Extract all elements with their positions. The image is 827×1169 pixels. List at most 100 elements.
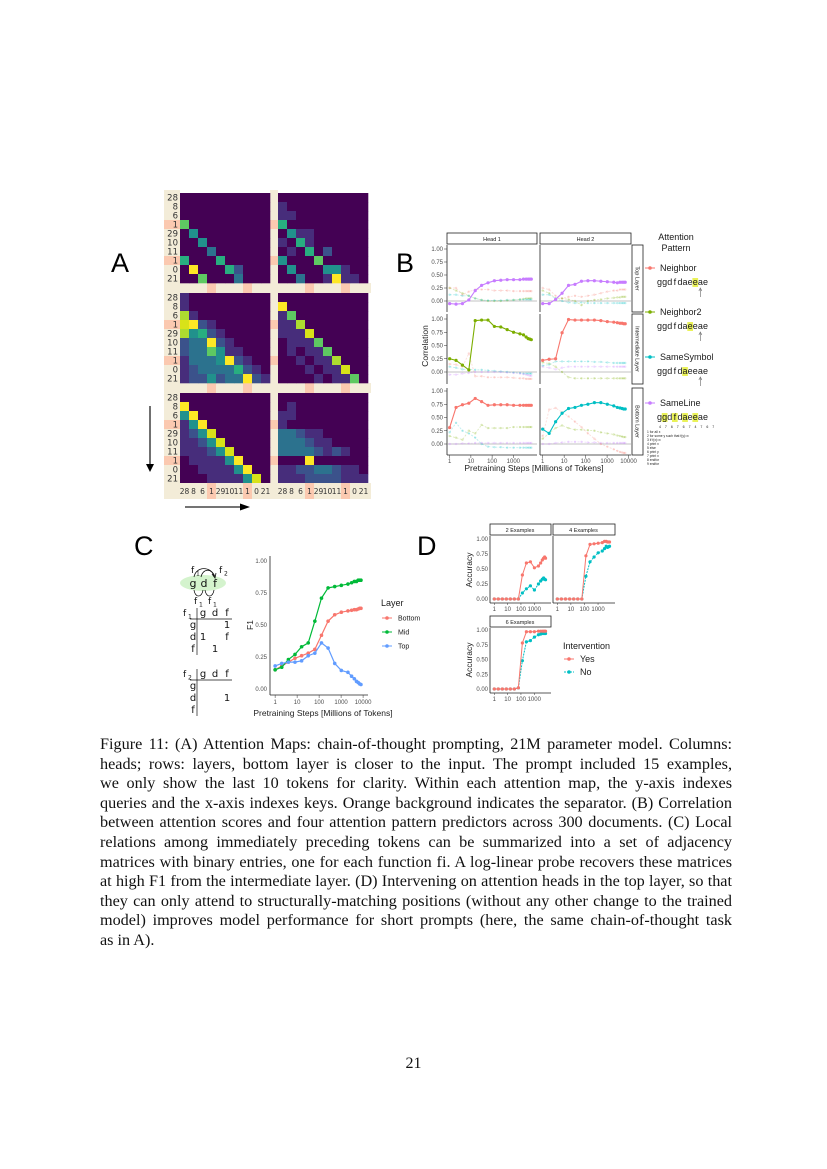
y-token-label: 11: [167, 248, 178, 258]
heatmap-cell: [350, 247, 360, 257]
heatmap-cell: [296, 229, 306, 239]
data-point-neighbor: [518, 377, 522, 380]
data-point-neighbor2: [573, 299, 577, 303]
data-point-mid: [293, 652, 297, 657]
heatmap-cell: [359, 193, 369, 203]
heatmap-cell: [198, 438, 208, 448]
heatmap-cell: [305, 338, 315, 348]
y-tick-label: 0.75: [476, 643, 488, 649]
table-col-header: d: [212, 669, 218, 680]
data-point-neighbor2: [474, 297, 477, 300]
heatmap-cell: [350, 429, 360, 439]
data-point-neighbor2: [493, 299, 496, 303]
data-point-samesymbol: [524, 372, 528, 375]
heatmap-cell: [252, 338, 262, 348]
data-point-sameline: [493, 370, 496, 374]
pointer-arrow-icon: [698, 376, 703, 381]
legend-key-dot: [385, 630, 389, 634]
data-point-yes: [524, 630, 528, 634]
f1-label: f: [191, 566, 195, 576]
data-point-neighbor2: [567, 426, 570, 430]
heatmap-cell: [252, 365, 262, 375]
data-point-sameline: [612, 365, 615, 368]
data-point-neighbor2: [448, 286, 451, 290]
heatmap-cell: [314, 229, 324, 239]
pointer-arrow-icon: [698, 287, 703, 292]
heatmap-cell: [216, 311, 226, 321]
figure-caption: Figure 11: (A) Attention Maps: chain-of-…: [100, 735, 732, 951]
heatmap-cell: [278, 402, 288, 412]
table-col-header: d: [212, 608, 218, 619]
y-tick-label: 0.25: [431, 429, 443, 435]
data-point-neighbor2: [454, 436, 458, 439]
heatmap-cell: [234, 229, 244, 239]
heatmap-cell: [225, 211, 235, 221]
heatmap-cell: [180, 302, 190, 312]
heatmap-cell: [216, 456, 226, 466]
heatmap-cell: [243, 229, 253, 239]
sameline-numbers: 4 7 6 7 6 7 4 7 6 7: [659, 425, 716, 429]
data-point-neighbor: [554, 294, 557, 297]
heatmap-cell: [359, 402, 369, 412]
heatmap-cell: [180, 211, 190, 221]
heatmap-cell: [216, 411, 226, 421]
data-point-neighbor2: [518, 332, 522, 336]
y-token-label: 29: [167, 230, 178, 240]
table-col-header: g: [200, 608, 206, 619]
heatmap-cell: [314, 311, 324, 321]
heatmap-cell: [198, 211, 208, 221]
data-point-yes: [543, 556, 548, 560]
heatmap-cell: [323, 229, 333, 239]
heatmap-cell: [341, 374, 351, 384]
series-line-neighbor: [542, 407, 626, 454]
heatmap-cell: [252, 265, 262, 275]
data-point-neighbor: [460, 403, 465, 407]
f1-label: f: [208, 597, 212, 607]
data-point-sameline: [592, 279, 596, 283]
heatmap-cell: [216, 365, 226, 375]
data-point-samesymbol: [573, 360, 577, 363]
token-g: g: [190, 577, 197, 590]
heatmap-cell: [359, 420, 369, 430]
data-point-samesymbol: [467, 432, 471, 435]
table-name-subscript: 1: [188, 614, 192, 621]
heatmap-cell: [350, 293, 360, 303]
data-point-samesymbol: [512, 371, 515, 374]
heatmap-cell: [359, 238, 369, 248]
legend-key-dot: [648, 310, 652, 314]
data-point-neighbor2: [480, 318, 484, 322]
heatmap-cell: [323, 465, 333, 475]
x-tick-label: 1000: [528, 697, 542, 703]
heatmap-cell: [261, 393, 271, 403]
heatmap-cell: [314, 429, 324, 439]
x-tick-label: 1: [493, 697, 497, 703]
data-point-neighbor2: [522, 297, 525, 301]
data-point-samesymbol: [606, 301, 609, 305]
heatmap-cell: [189, 256, 199, 266]
heatmap-cell: [189, 429, 199, 439]
code-line: 9 endfor: [647, 462, 660, 466]
heatmap-cell: [225, 193, 235, 203]
heatmap-cell: [314, 456, 324, 466]
data-point-sameline: [622, 441, 625, 445]
data-point-sameline: [612, 441, 615, 445]
token-d: d: [201, 577, 208, 590]
heatmap-cell: [287, 474, 297, 484]
heatmap-cell: [261, 365, 271, 375]
y-token-label: 11: [167, 348, 178, 358]
data-point-sameline: [586, 365, 590, 368]
heatmap-cell: [225, 311, 235, 321]
y-tick-label: 0.50: [476, 658, 488, 664]
data-point-top: [349, 674, 354, 678]
example-char: d: [677, 321, 682, 331]
data-point-neighbor: [554, 406, 557, 410]
heatmap-cell: [314, 265, 324, 275]
code-line: 4 print x: [647, 442, 659, 446]
heatmap-cell: [243, 365, 253, 375]
data-point-neighbor: [505, 403, 509, 407]
data-point-samesymbol: [541, 293, 544, 296]
heatmap-cell: [296, 247, 306, 257]
example-char: f: [674, 321, 677, 331]
data-point-neighbor: [521, 403, 526, 407]
heatmap-cell: [296, 447, 306, 457]
